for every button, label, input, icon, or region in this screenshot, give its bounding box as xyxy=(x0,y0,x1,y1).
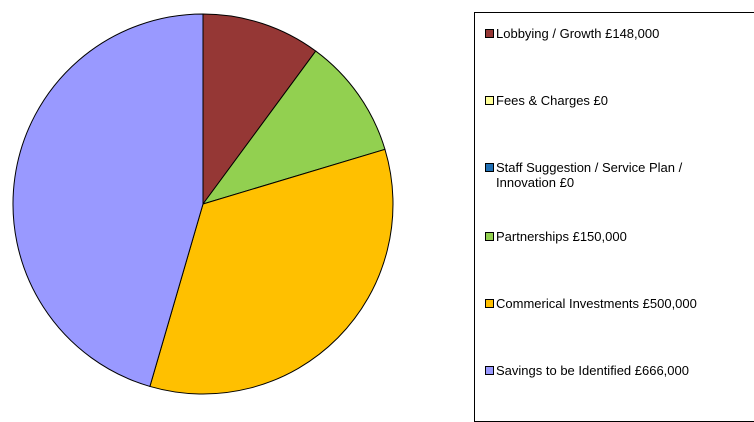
legend-swatch xyxy=(485,299,494,308)
legend-item-staff-suggestion: Staff Suggestion / Service Plan / Innova… xyxy=(485,160,754,190)
legend-item-fees-charges: Fees & Charges £0 xyxy=(485,93,754,108)
legend-swatch xyxy=(485,29,494,38)
legend-swatch xyxy=(485,96,494,105)
legend-item-partnerships: Partnerships £150,000 xyxy=(485,229,754,244)
legend-label: Partnerships £150,000 xyxy=(496,229,736,244)
legend-label: Staff Suggestion / Service Plan / Innova… xyxy=(496,160,696,190)
chart-legend: Lobbying / Growth £148,000 Fees & Charge… xyxy=(474,12,754,422)
legend-label: Savings to be Identified £666,000 xyxy=(496,363,736,378)
pie-chart xyxy=(0,0,420,408)
legend-swatch xyxy=(485,163,494,172)
legend-swatch xyxy=(485,232,494,241)
legend-label: Commerical Investments £500,000 xyxy=(496,296,736,311)
legend-label: Lobbying / Growth £148,000 xyxy=(496,26,736,41)
pie-chart-svg xyxy=(0,0,420,408)
legend-item-savings-to-be-identified: Savings to be Identified £666,000 xyxy=(485,363,754,378)
legend-item-lobbying-growth: Lobbying / Growth £148,000 xyxy=(485,26,754,41)
legend-label: Fees & Charges £0 xyxy=(496,93,736,108)
legend-swatch xyxy=(485,366,494,375)
legend-item-commercial-investments: Commerical Investments £500,000 xyxy=(485,296,754,311)
